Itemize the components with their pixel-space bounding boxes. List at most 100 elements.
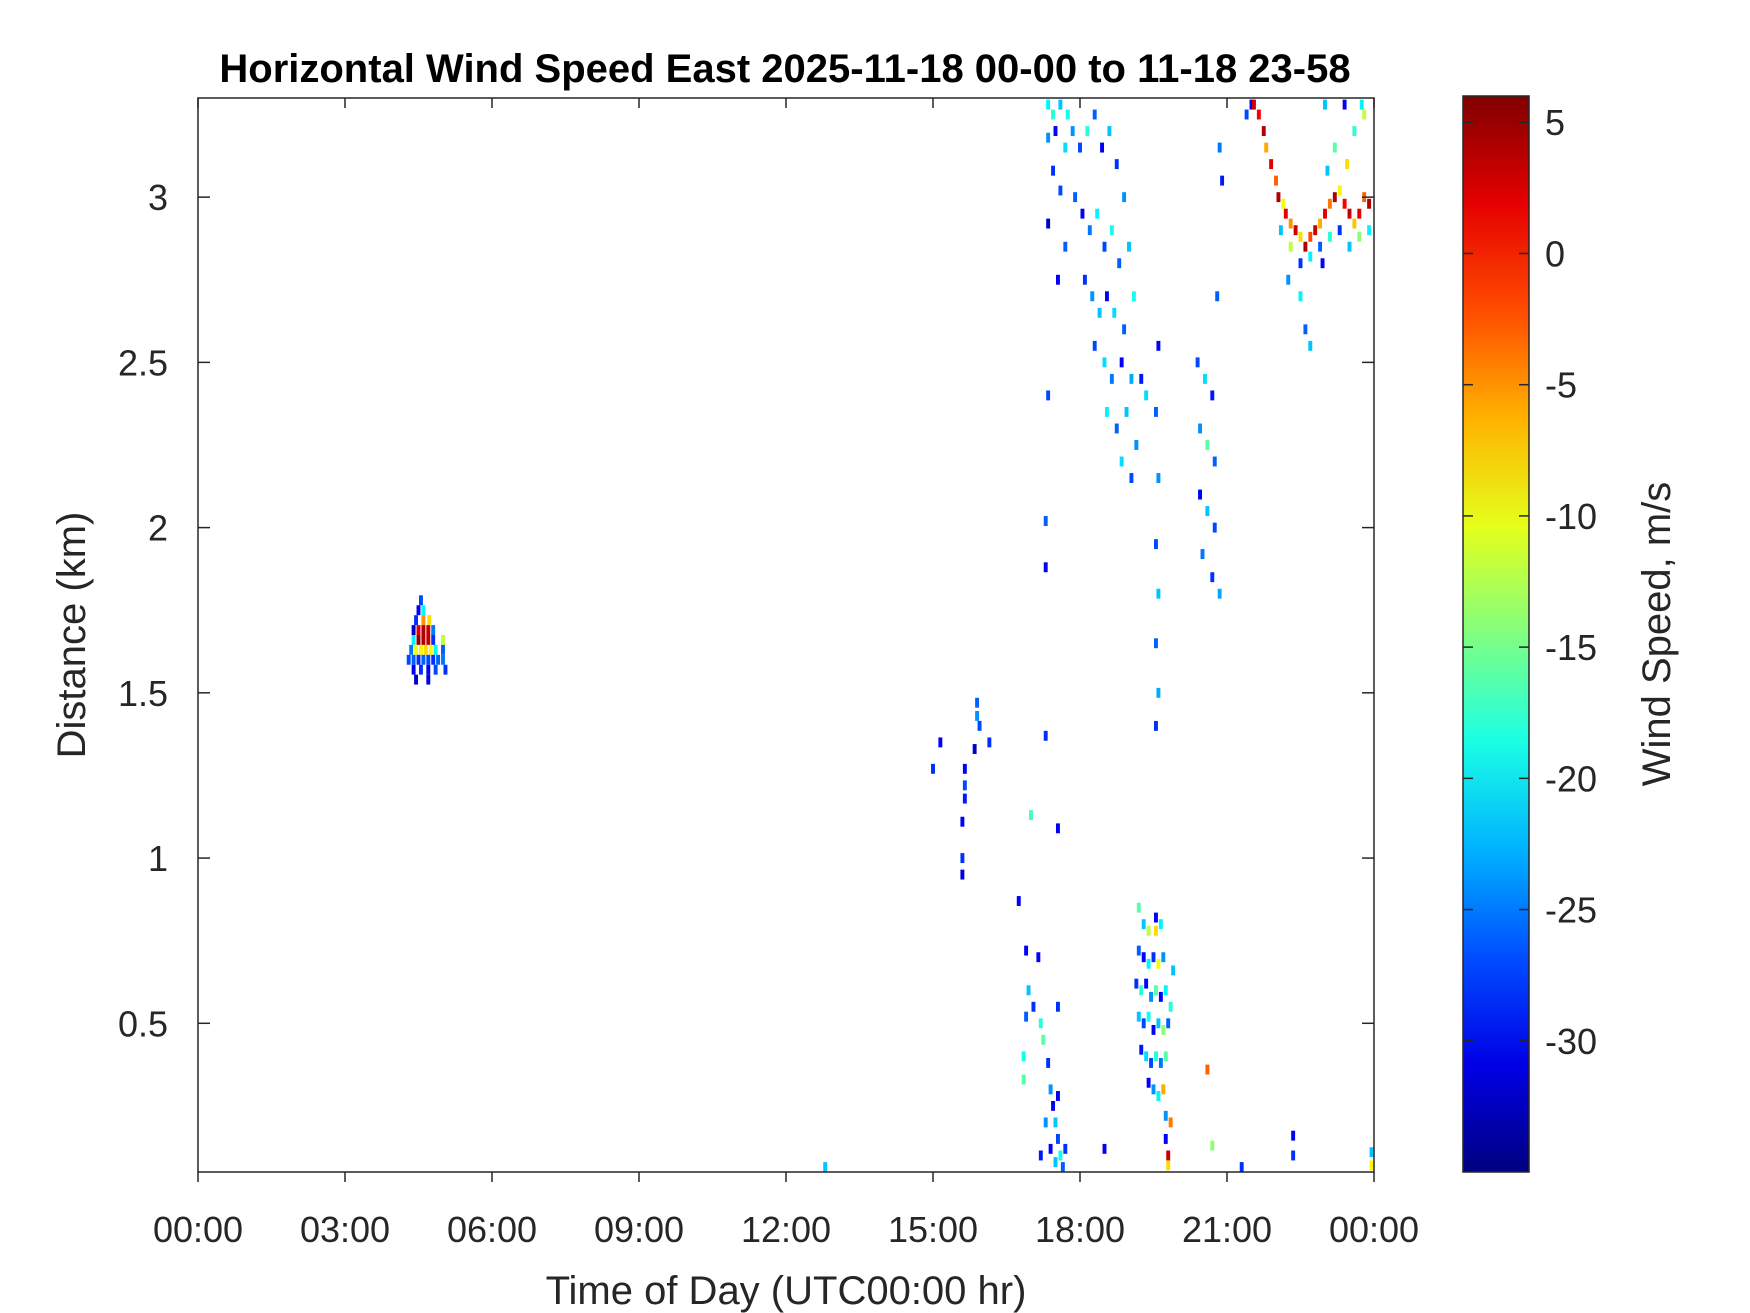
heatmap-cell [1239,1162,1244,1172]
heatmap-cell [1367,198,1372,209]
heatmap-cell [1146,925,1151,936]
heatmap-cell [1058,185,1063,196]
heatmap-cell [1021,1051,1026,1062]
y-tick-label: 1.5 [118,673,168,714]
heatmap-cell [1153,985,1158,996]
heatmap-cell [1046,390,1051,401]
heatmap-cell [1153,406,1158,417]
heatmap-cell [431,654,436,665]
heatmap-cell [1055,274,1060,285]
heatmap-cell [960,816,965,827]
heatmap-cell [962,763,967,774]
heatmap-cell [1367,225,1372,236]
x-tick-label: 15:00 [888,1209,978,1250]
heatmap-cell [1362,109,1367,120]
heatmap-cell [1053,1157,1058,1168]
heatmap-cell [1161,1084,1166,1095]
heatmap-cell [1055,1133,1060,1144]
x-tick-label: 06:00 [447,1209,537,1250]
heatmap-cell [426,625,431,635]
heatmap-cell [1352,218,1357,229]
heatmap-cell [962,793,967,804]
heatmap-cell [1303,324,1308,335]
heatmap-cell [1308,340,1313,351]
heatmap-cell [1102,357,1107,368]
heatmap-cell [1256,109,1261,120]
heatmap-cell [1163,1110,1168,1121]
heatmap-cell [1051,1100,1056,1111]
heatmap-cell [416,654,421,665]
heatmap-cell [1274,175,1278,186]
heatmap-cell [1195,357,1200,368]
heatmap-cell [1063,241,1068,252]
heatmap-cell [1136,1011,1141,1022]
heatmap-cell [1070,126,1075,137]
heatmap-cell [1215,291,1220,302]
colorbar-tick-label: 5 [1545,102,1565,143]
heatmap-cell [1043,516,1048,526]
heatmap-cell [1269,159,1274,170]
heatmap-cell [1124,406,1129,417]
heatmap-cell [1158,919,1163,930]
heatmap-cell [426,635,431,645]
heatmap-cell [411,625,416,635]
heatmap-cell [1058,1150,1063,1161]
x-tick-label: 12:00 [741,1209,831,1250]
heatmap-cell [406,654,411,665]
heatmap-cell [1141,1018,1146,1029]
heatmap-cell [1166,1018,1171,1029]
heatmap-cell [416,625,421,635]
heatmap-cell [1073,192,1078,203]
heatmap-cell [443,664,448,675]
heatmap-cell [1323,99,1327,110]
heatmap-cell [1117,258,1122,269]
heatmap-cell [1149,1057,1154,1068]
heatmap-cell [1153,912,1158,923]
heatmap-cell [1337,225,1342,236]
heatmap-cell [975,697,980,708]
heatmap-cell [1046,218,1051,229]
heatmap-cell [428,644,433,655]
axis-ticks: 00:00 03:00 06:00 09:00 12:00 15:00 18:00 21:00… [118,98,1419,1250]
heatmap-cell [1283,208,1288,219]
heatmap-cell [1055,1001,1060,1012]
y-tick-label: 0.5 [118,1003,168,1044]
heatmap-cell [938,737,943,748]
x-axis-label: Time of Day (UTC00:00 hr) [546,1269,1027,1313]
heatmap-cell [975,711,980,721]
heatmap-cell [1205,1064,1210,1075]
heatmap-cell [1332,192,1337,203]
heatmap-cell [1357,231,1362,242]
y-tick-label: 2.5 [118,342,168,383]
heatmap-cell [1146,1011,1151,1022]
heatmap-cell [1251,99,1256,110]
heatmap-cell [1038,1018,1043,1029]
heatmap-cell [1129,373,1134,384]
heatmap-cell [1298,258,1303,269]
heatmap-cell [1129,473,1134,483]
heatmap-cell [414,615,419,626]
heatmap-cell [1161,1024,1166,1035]
heatmap-cell [960,869,965,880]
heatmap-cell [1163,1051,1168,1062]
heatmap-cell [1043,562,1048,573]
heatmap-cell [972,744,977,754]
heatmap-cell [1318,241,1323,252]
heatmap-cell [931,763,935,774]
heatmap-cell [418,595,423,606]
heatmap-cell [1217,588,1222,599]
heatmap-cell [1029,810,1033,821]
heatmap-cell [436,654,441,665]
heatmap-cell [1114,159,1119,170]
colorbar-tick-label: -5 [1545,365,1577,406]
heatmap-cell [1149,991,1154,1002]
heatmap-cell [1156,340,1161,351]
heatmap-cell [1146,1077,1151,1088]
heatmap-cell [1359,99,1364,110]
heatmap-cell [1327,231,1332,242]
colorbar-tick-label: -10 [1545,496,1597,537]
heatmap-cell [1151,1084,1156,1095]
heatmap-cell [1087,225,1092,236]
heatmap-cell [1119,357,1124,368]
